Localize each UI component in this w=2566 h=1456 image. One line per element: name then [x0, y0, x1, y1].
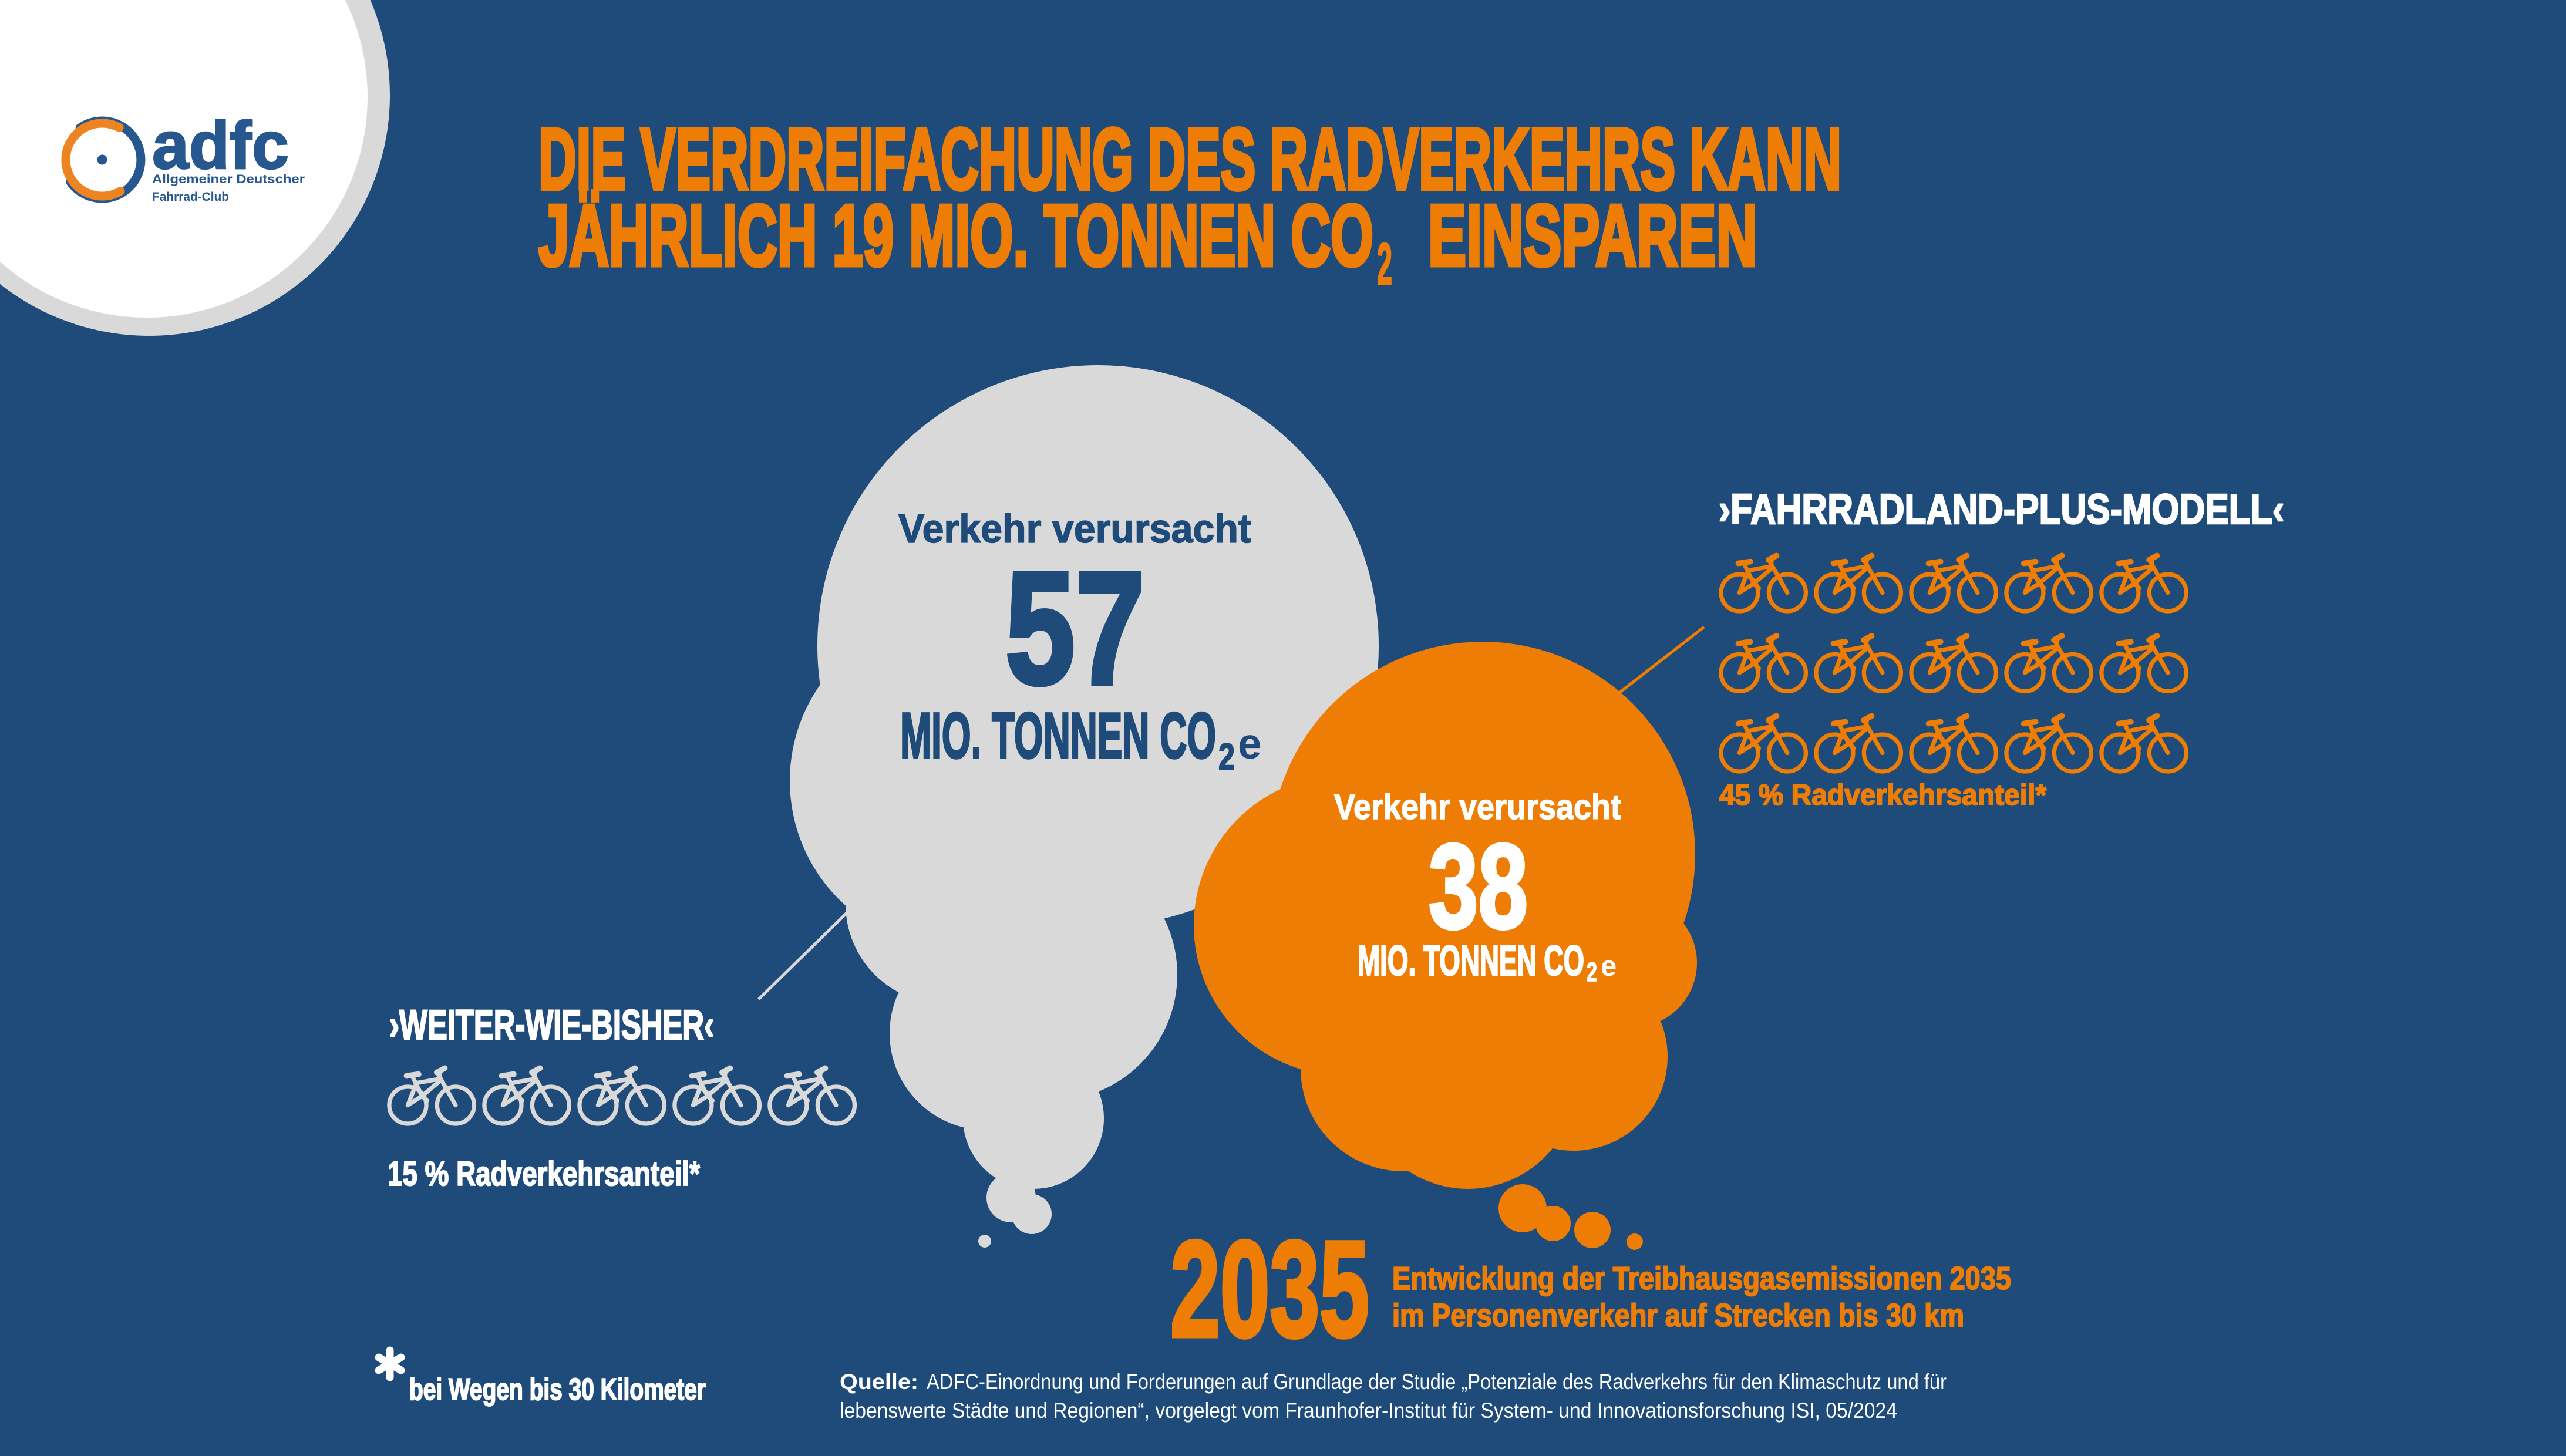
svg-text:Verkehr verursacht: Verkehr verursacht — [898, 506, 1251, 551]
svg-text:›WEITER-WIE-BISHER‹: ›WEITER-WIE-BISHER‹ — [389, 1002, 714, 1049]
svg-text:57: 57 — [1005, 539, 1145, 717]
svg-text:2: 2 — [1587, 957, 1597, 987]
svg-text:JÄHRLICH 19 MIO. TONNEN CO: JÄHRLICH 19 MIO. TONNEN CO — [538, 187, 1373, 284]
svg-text:Verkehr verursacht: Verkehr verursacht — [1334, 787, 1621, 827]
svg-text:EINSPAREN: EINSPAREN — [1428, 187, 1757, 284]
svg-text:ADFC-Einordnung und Forderunge: ADFC-Einordnung und Forderungen auf Grun… — [927, 1370, 1947, 1394]
svg-text:Allgemeiner Deutscher: Allgemeiner Deutscher — [152, 173, 305, 186]
svg-text:2: 2 — [1218, 736, 1235, 778]
svg-text:im Personenverkehr auf Strecke: im Personenverkehr auf Strecken bis 30 k… — [1392, 1297, 1964, 1333]
svg-text:bei Wegen bis 30 Kilometer: bei Wegen bis 30 Kilometer — [409, 1373, 706, 1407]
svg-text:2035: 2035 — [1170, 1213, 1369, 1366]
svg-text:DIE VERDREIFACHUNG DES RADVERK: DIE VERDREIFACHUNG DES RADVERKEHRS KANN — [538, 111, 1841, 208]
svg-text:Entwicklung der Treibhausgasem: Entwicklung der Treibhausgasemissionen 2… — [1392, 1260, 2011, 1296]
svg-text:15 % Radverkehrsanteil*: 15 % Radverkehrsanteil* — [388, 1155, 700, 1193]
svg-text:adfc: adfc — [152, 108, 289, 183]
svg-text:Quelle:: Quelle: — [840, 1370, 918, 1394]
svg-text:MIO. TONNEN CO: MIO. TONNEN CO — [900, 700, 1216, 772]
svg-text:2: 2 — [1377, 231, 1392, 297]
svg-text:38: 38 — [1429, 820, 1528, 953]
svg-text:e: e — [1238, 720, 1262, 768]
svg-text:lebenswerte Städte und Regione: lebenswerte Städte und Regionen“, vorgel… — [840, 1398, 1897, 1423]
svg-text:45 % Radverkehrsanteil*: 45 % Radverkehrsanteil* — [1719, 778, 2047, 811]
svg-text:›FAHRRADLAND-PLUS-MODELL‹: ›FAHRRADLAND-PLUS-MODELL‹ — [1719, 486, 2284, 533]
svg-text:e: e — [1601, 951, 1617, 982]
svg-text:Fahrrad-Club: Fahrrad-Club — [152, 190, 229, 204]
svg-text:MIO. TONNEN CO: MIO. TONNEN CO — [1358, 938, 1584, 985]
